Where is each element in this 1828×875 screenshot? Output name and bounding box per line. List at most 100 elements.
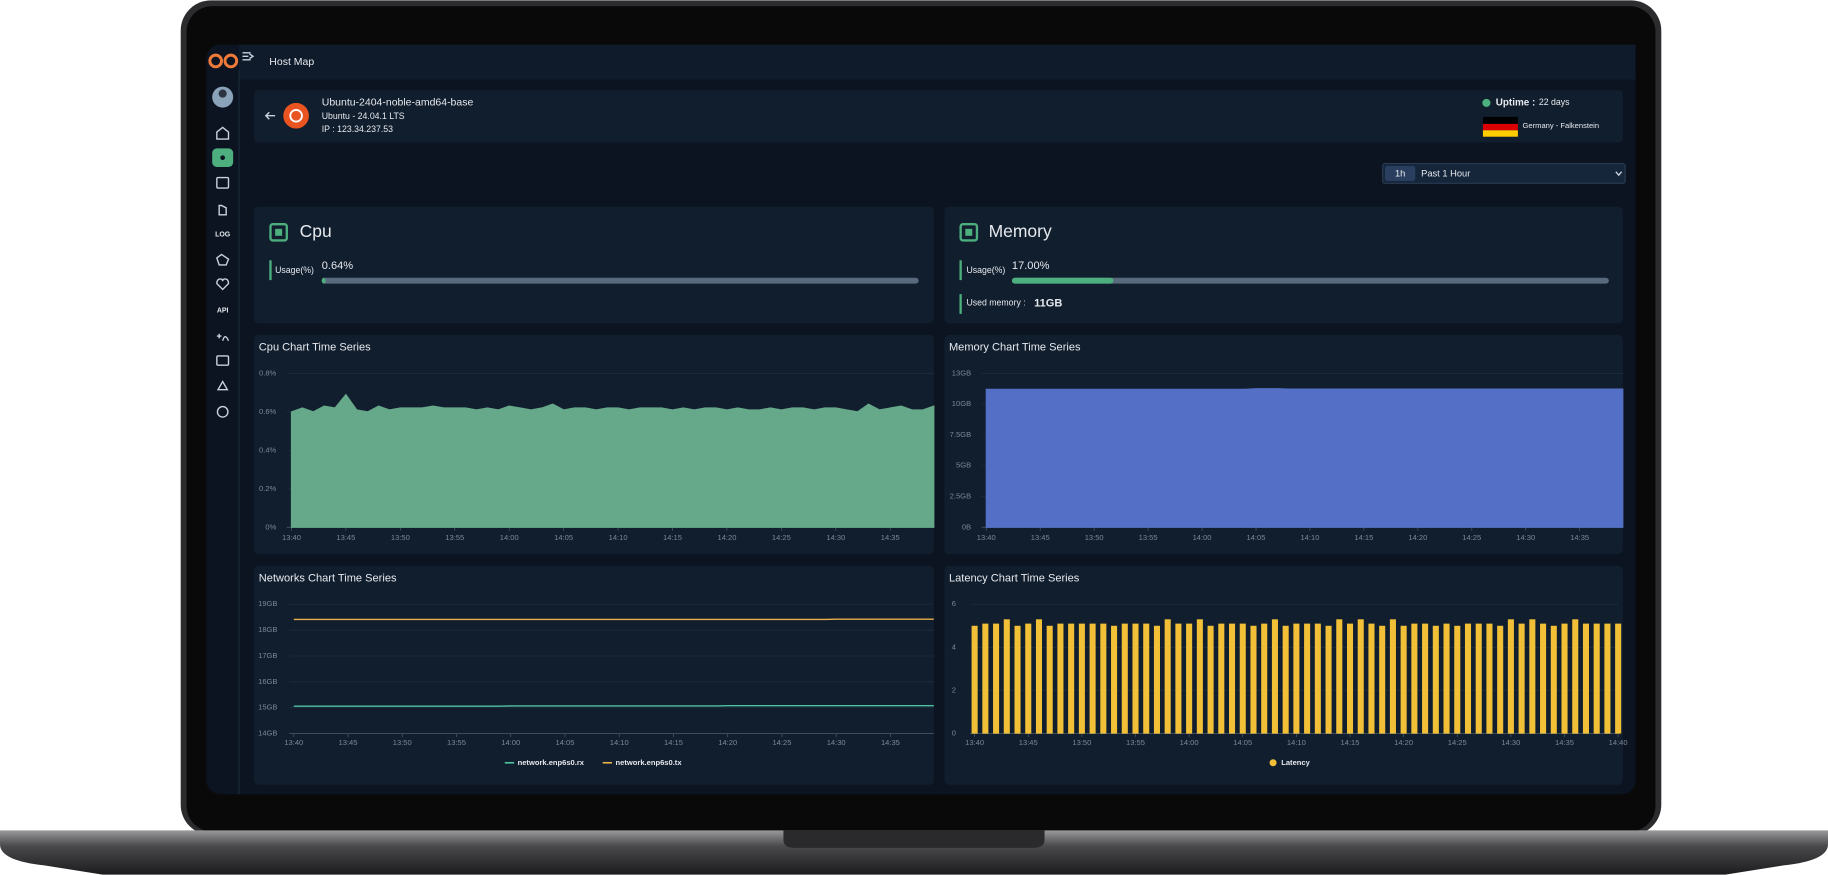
x-tick-label: 14:15 <box>663 533 682 542</box>
cpu-icon <box>275 228 283 236</box>
bar <box>1486 623 1493 734</box>
network-icon[interactable] <box>216 380 229 391</box>
bar <box>1261 623 1268 734</box>
x-tick-label: 14:25 <box>772 738 791 747</box>
bar <box>1561 623 1568 734</box>
accent-bar <box>269 260 272 281</box>
x-tick-label: 13:55 <box>1139 533 1158 542</box>
flag-stripe <box>1482 116 1518 124</box>
menu-toggle[interactable] <box>242 52 255 61</box>
flag-stripe <box>1482 130 1518 137</box>
cpu-usage-label: Usage(%) <box>275 265 314 275</box>
puzzle-icon[interactable] <box>216 253 230 266</box>
host-name: Ubuntu-2404-noble-amd64-base <box>322 98 474 109</box>
y-tick-label: 10GB <box>952 399 971 408</box>
bar <box>1068 623 1075 734</box>
api-icon[interactable]: API <box>217 307 229 314</box>
legend-swatch <box>1269 759 1277 767</box>
y-tick-label: 14GB <box>258 729 277 738</box>
bar <box>1057 623 1064 734</box>
bar <box>1454 625 1461 734</box>
used-memory-label: Used memory : <box>966 298 1025 308</box>
y-tick-label: 0.2% <box>259 484 277 493</box>
x-tick-label: 13:55 <box>447 738 466 747</box>
x-tick-label: 14:35 <box>1570 533 1589 542</box>
x-tick-label: 14:25 <box>772 533 791 542</box>
id-icon[interactable] <box>216 355 230 366</box>
bar <box>1615 623 1622 734</box>
x-tick-label: 14:00 <box>1180 738 1199 747</box>
chart-panel <box>254 565 934 785</box>
bar <box>1282 625 1289 734</box>
location: Germany - Falkenstein <box>1523 121 1600 130</box>
x-tick-label: 14:10 <box>610 738 629 747</box>
bar <box>1389 619 1396 734</box>
x-tick-label: 14:20 <box>1408 533 1427 542</box>
settings-icon[interactable] <box>216 405 229 418</box>
x-tick-label: 14:05 <box>1247 533 1266 542</box>
bar <box>1239 623 1246 734</box>
ubuntu-logo-ring <box>289 108 303 123</box>
dashboard-icon[interactable] <box>216 176 230 189</box>
bar <box>1100 623 1107 734</box>
dropdown-caret <box>1615 171 1623 177</box>
user-add-icon[interactable] <box>216 333 230 342</box>
memory-card <box>944 206 1623 324</box>
x-tick-label: 13:50 <box>1072 738 1091 747</box>
log-icon[interactable]: LOG <box>215 231 230 238</box>
top-bar <box>238 44 1636 80</box>
touch-icon[interactable] <box>218 204 227 216</box>
bar <box>1175 623 1182 734</box>
y-tick-label: 2 <box>952 685 956 694</box>
bar <box>993 623 1000 734</box>
accent-bar <box>959 294 962 314</box>
bar <box>1507 619 1514 734</box>
bar <box>1529 619 1536 734</box>
cpu-usage-fill <box>321 277 326 284</box>
laptop-base <box>0 830 1828 875</box>
bar <box>1325 625 1332 734</box>
x-tick-label: 13:50 <box>391 533 410 542</box>
bar <box>1153 625 1160 734</box>
bar <box>1229 623 1236 734</box>
y-tick-label: 0B <box>962 522 971 531</box>
y-tick-label: 18GB <box>258 625 277 634</box>
time-range-short: 1h <box>1395 168 1405 178</box>
back-button[interactable] <box>264 111 276 120</box>
memory-icon <box>959 222 979 242</box>
y-tick-label: 0% <box>265 522 276 531</box>
chart-title: Latency Chart Time Series <box>949 572 1080 584</box>
legend-label: network.enp6s0.rx <box>518 758 585 767</box>
x-tick-label: 14:20 <box>1394 738 1413 747</box>
health-icon[interactable] <box>216 278 230 291</box>
time-range-select[interactable] <box>1382 162 1626 184</box>
accent-bar <box>959 260 962 281</box>
home-icon[interactable] <box>216 126 230 140</box>
x-tick-label: 13:40 <box>965 738 984 747</box>
memory-title: Memory <box>989 221 1052 241</box>
x-tick-label: 13:45 <box>1019 738 1038 747</box>
time-range-label: Past 1 Hour <box>1421 168 1470 178</box>
x-tick-label: 14:30 <box>1501 738 1520 747</box>
x-tick-label: 13:40 <box>284 738 303 747</box>
x-tick-label: 14:25 <box>1462 533 1481 542</box>
avatar-face <box>218 89 227 98</box>
chart-title: Networks Chart Time Series <box>259 572 397 584</box>
flag-stripe <box>1482 123 1518 131</box>
x-tick-label: 14:05 <box>554 533 573 542</box>
host-ip: IP : 123.34.237.53 <box>322 124 393 134</box>
bar <box>1604 623 1611 734</box>
bar <box>982 623 989 734</box>
y-tick-label: 0 <box>952 729 956 738</box>
bar <box>1186 623 1193 734</box>
bar <box>1078 623 1085 734</box>
bar <box>1025 623 1032 734</box>
page-title: Host Map <box>269 57 314 68</box>
bar <box>1550 625 1557 734</box>
host-card <box>254 90 1623 143</box>
memory-usage-track <box>1011 277 1609 284</box>
logo <box>208 53 223 69</box>
y-tick-label: 5GB <box>956 461 971 470</box>
bar <box>1422 623 1429 734</box>
bar <box>1089 623 1096 734</box>
